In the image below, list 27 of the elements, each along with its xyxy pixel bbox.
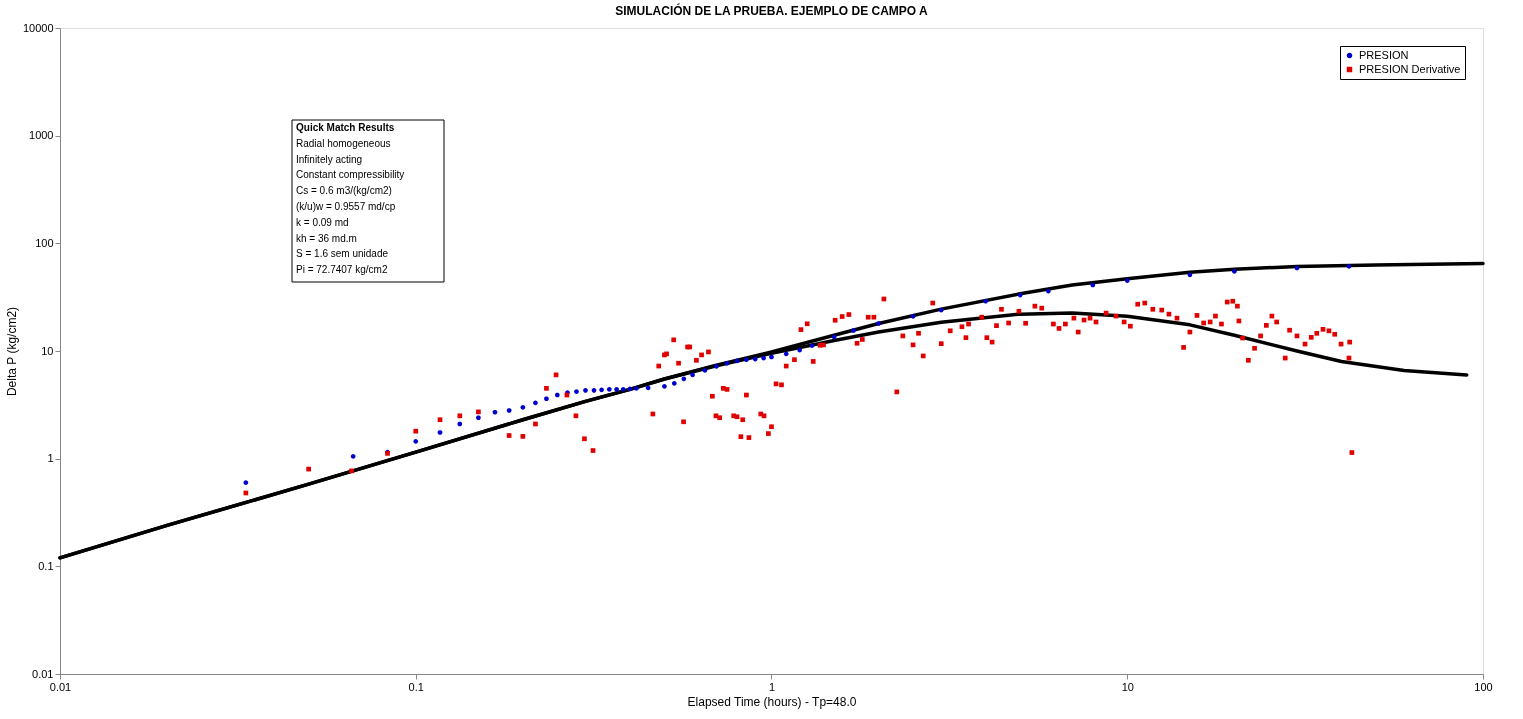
- x-tick-label: 0.01: [49, 680, 72, 693]
- y-axis-title: Delta P (kg/cm2): [4, 306, 19, 397]
- y-tick-label: 10: [41, 344, 54, 357]
- annotation: S = 1.6 sem unidade: [296, 248, 389, 260]
- annotation: (k/u)w = 0.9557 md/cp: [296, 201, 396, 212]
- annotation: Radial homogeneous: [296, 137, 391, 149]
- y-tick-label: 10000: [22, 21, 54, 34]
- chart-title: SIMULACIÓN DE LA PRUEBA. EJEMPLO DE CAMPO A: [615, 3, 929, 18]
- x-axis-title: Elapsed Time (hours) - Tp=48.0: [687, 694, 857, 709]
- x-tick-label: 100: [1474, 680, 1493, 693]
- y-tick-label: 0.1: [38, 559, 54, 572]
- annotation: k = 0.09 md: [296, 216, 349, 228]
- x-tick-label: 10: [1121, 680, 1134, 693]
- y-tick-label: 100: [35, 236, 54, 249]
- y-tick-label: 1: [47, 452, 54, 465]
- x-tick-label: 0.1: [408, 680, 424, 693]
- x-tick-label: 1: [768, 680, 776, 693]
- annotation: kh = 36 md.m: [296, 232, 357, 244]
- annotation: Infinitely acting: [296, 153, 363, 165]
- y-tick-label: 0.01: [32, 667, 54, 680]
- annotation: Constant compressibility: [296, 169, 405, 181]
- annotation: Quick Match Results: [296, 122, 395, 133]
- annotation: Cs = 0.6 m3/(kg/cm2): [296, 185, 392, 197]
- y-tick-label: 1000: [29, 129, 54, 142]
- legend-label: PRESION Derivative: [1359, 62, 1461, 75]
- legend-label: PRESION: [1359, 48, 1409, 61]
- annotation: Pi = 72.7407 kg/cm2: [296, 264, 388, 276]
